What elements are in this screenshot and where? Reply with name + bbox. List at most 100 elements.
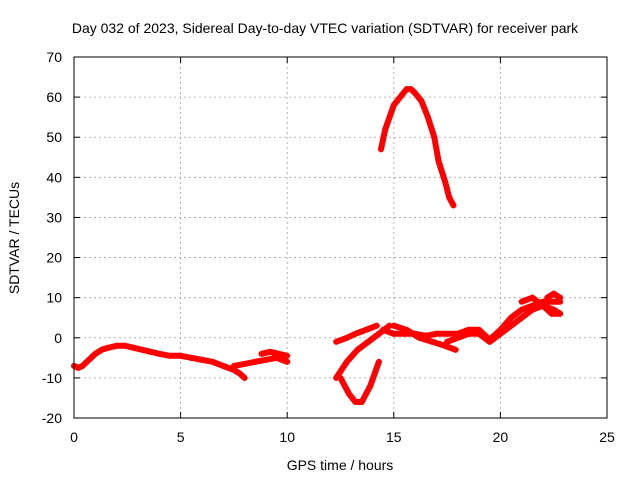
data-point (88, 354, 95, 361)
data-point (454, 334, 461, 341)
series-trace (378, 86, 457, 209)
y-tick-label: -10 (42, 370, 62, 386)
plot-frame (73, 56, 608, 419)
data-point (375, 358, 382, 365)
x-tick-label: 0 (70, 429, 78, 445)
data-point (98, 346, 105, 353)
data-series (333, 322, 393, 381)
data-point (122, 342, 129, 349)
y-tick-label: 0 (54, 330, 62, 346)
data-point (209, 358, 216, 365)
data-point (390, 322, 397, 329)
data-series (71, 342, 248, 381)
data-point (79, 362, 86, 369)
data-point (429, 338, 436, 345)
data-point (550, 298, 557, 305)
y-tick-label: 20 (46, 250, 62, 266)
data-point (508, 322, 515, 329)
data-point (508, 314, 515, 321)
data-point (446, 194, 453, 201)
data-point (518, 298, 525, 305)
series-trace (333, 322, 393, 381)
x-tick-label: 5 (177, 429, 185, 445)
data-series (230, 354, 291, 369)
data-point (367, 382, 374, 389)
data-point (390, 102, 397, 109)
data-point (147, 348, 154, 355)
data-point (241, 374, 248, 381)
data-point (333, 374, 340, 381)
data-point (382, 126, 389, 133)
data-series (518, 294, 564, 317)
data-point (267, 348, 274, 355)
data-point (424, 114, 431, 121)
data-point (397, 94, 404, 101)
data-point (373, 322, 380, 329)
data-point (343, 334, 350, 341)
data-point (550, 290, 557, 297)
data-point (230, 362, 237, 369)
x-tick-label: 20 (493, 429, 509, 445)
data-point (130, 344, 137, 351)
data-series (337, 358, 382, 405)
data-point (518, 306, 525, 313)
data-series (258, 348, 291, 359)
y-axis-label: SDTVAR / TECUs (6, 182, 22, 294)
data-series (544, 290, 564, 301)
data-point (444, 330, 451, 337)
chart-title: Day 032 of 2023, Sidereal Day-to-day VTE… (72, 20, 579, 36)
data-point (83, 358, 90, 365)
data-point (450, 202, 457, 209)
x-axis-label: GPS time / hours (287, 457, 394, 473)
data-point (529, 306, 536, 313)
data-point (497, 330, 504, 337)
data-point (412, 90, 419, 97)
data-point (486, 338, 493, 345)
data-point (529, 294, 536, 301)
y-tick-label: 10 (46, 290, 62, 306)
data-point (431, 134, 438, 141)
data-point (188, 354, 195, 361)
data-point (346, 390, 353, 397)
data-point (198, 356, 205, 363)
data-point (220, 362, 227, 369)
data-point (441, 178, 448, 185)
series-trace (230, 354, 291, 369)
data-point (386, 114, 393, 121)
data-series (390, 322, 459, 353)
data-point (262, 356, 269, 363)
data-point (544, 294, 551, 301)
data-point (341, 382, 348, 389)
data-point (433, 330, 440, 337)
data-point (241, 360, 248, 367)
y-tick-label: -20 (42, 410, 62, 426)
data-point (156, 350, 163, 357)
data-point (557, 310, 564, 317)
data-point (113, 342, 120, 349)
data-series (378, 86, 457, 209)
data-point (435, 158, 442, 165)
data-point (407, 86, 414, 93)
data-point (363, 326, 370, 333)
data-point (237, 370, 244, 377)
data-point (343, 358, 350, 365)
data-point (75, 364, 82, 371)
y-tick-label: 60 (46, 89, 62, 105)
x-tick-label: 15 (386, 429, 402, 445)
data-point (476, 330, 483, 337)
x-tick-label: 10 (279, 429, 295, 445)
data-point (540, 302, 547, 309)
data-point (352, 398, 359, 405)
data-point (365, 338, 372, 345)
data-series (333, 322, 380, 345)
data-point (452, 346, 459, 353)
data-point (139, 346, 146, 353)
y-tick-label: 30 (46, 209, 62, 225)
data-point (166, 352, 173, 359)
data-point (557, 294, 564, 301)
data-point (352, 330, 359, 337)
y-tick-label: 40 (46, 169, 62, 185)
data-point (403, 326, 410, 333)
data-point (354, 346, 361, 353)
